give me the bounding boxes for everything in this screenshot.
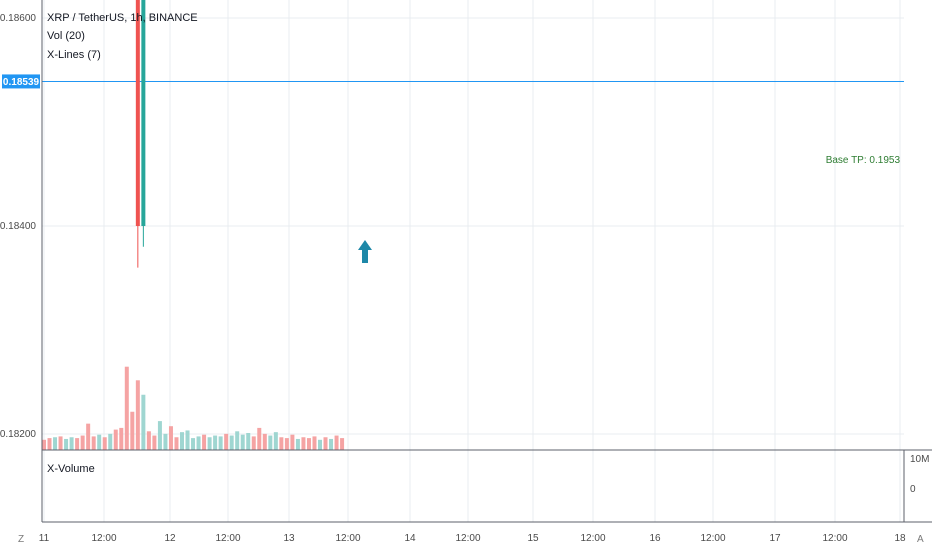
time-tick-label: 12 <box>164 533 176 544</box>
volume-bar <box>191 438 196 450</box>
volume-bar <box>262 433 267 450</box>
volume-bar <box>163 433 168 450</box>
chart-grid <box>42 0 904 522</box>
time-tick-label: 13 <box>283 533 295 544</box>
bottom-left-glyph[interactable]: Z <box>18 534 24 545</box>
volume-bar <box>141 394 146 450</box>
volume-bar <box>306 438 311 450</box>
volume-bar <box>47 438 52 450</box>
time-tick-label: 12:00 <box>91 533 116 544</box>
volume-bar <box>174 437 179 450</box>
volume-bar <box>295 438 300 450</box>
volume-bar <box>69 437 74 450</box>
time-tick-label: 15 <box>527 533 539 544</box>
volume-bar <box>251 436 256 450</box>
volume-bar <box>229 435 234 450</box>
sub-pane-tick-label: 0 <box>910 484 916 495</box>
volume-bar <box>257 427 262 450</box>
volume-bar <box>207 437 212 450</box>
volume-bar <box>91 436 96 450</box>
volume-bar <box>235 431 240 450</box>
volume-bar <box>240 434 245 450</box>
volume-bar <box>58 436 63 450</box>
price-tick-label: 0.18600 <box>0 13 36 24</box>
xlines-indicator-label[interactable]: X-Lines (7) <box>47 49 101 61</box>
volume-bar <box>97 434 102 450</box>
volume-bar <box>284 438 289 450</box>
volume-bar <box>290 434 295 450</box>
volume-bar <box>64 438 69 450</box>
volume-bar <box>180 432 184 450</box>
x-volume-pane-title[interactable]: X-Volume <box>47 463 95 475</box>
volume-bar <box>80 435 85 450</box>
volume-bar <box>268 435 273 450</box>
volume-bar <box>42 439 46 450</box>
volume-bar <box>334 435 339 450</box>
volume-bar <box>168 426 173 450</box>
volume-bar <box>108 433 113 450</box>
time-tick-label: 12:00 <box>455 533 480 544</box>
volume-bar <box>213 435 218 450</box>
volume-bar <box>279 437 284 450</box>
candlesticks <box>135 0 146 268</box>
candle-body <box>141 0 146 226</box>
volume-bar <box>312 436 317 450</box>
volume-bar <box>146 431 151 450</box>
price-tick-label: 0.18400 <box>0 221 36 232</box>
time-tick-label: 14 <box>404 533 416 544</box>
volume-bar <box>86 423 91 450</box>
volume-bars <box>42 366 345 450</box>
volume-bar <box>273 432 278 450</box>
volume-bar <box>75 438 80 450</box>
volume-bar <box>224 433 229 450</box>
volume-bar <box>113 429 118 450</box>
base-tp-annotation: Base TP: 0.1953 <box>826 155 901 166</box>
volume-bar <box>102 437 107 450</box>
time-tick-label: 17 <box>769 533 781 544</box>
volume-bar <box>340 438 345 450</box>
price-axis: 0.202000.200000.198000.196000.194000.192… <box>0 13 36 440</box>
volume-bar <box>124 366 129 450</box>
volume-bar <box>196 436 201 450</box>
volume-bar <box>130 411 135 450</box>
time-tick-label: 12:00 <box>335 533 360 544</box>
candle-body <box>135 0 140 226</box>
volume-bar <box>218 436 223 450</box>
time-tick-label: 11 <box>39 533 50 544</box>
volume-bar <box>135 380 140 450</box>
symbol-title: XRP / TetherUS, 1h, BINANCE <box>47 12 198 24</box>
price-line-labels: 0.201430.195340.194650.193270.191030.190… <box>2 74 40 89</box>
time-tick-label: 12:00 <box>580 533 605 544</box>
volume-bar <box>329 438 334 450</box>
price-line-label[interactable]: 0.18539 <box>3 77 40 88</box>
volume-bar <box>53 437 58 450</box>
volume-bar <box>157 421 162 450</box>
volume-bar <box>246 433 251 450</box>
volume-bar <box>152 435 157 450</box>
bottom-right-glyph[interactable]: A <box>917 534 924 545</box>
time-tick-label: 18 <box>894 533 906 544</box>
time-tick-label: 16 <box>649 533 661 544</box>
volume-bar <box>323 437 328 450</box>
sub-pane-tick-label: 10M <box>910 454 929 465</box>
volume-bar <box>301 437 306 450</box>
price-tick-label: 0.18200 <box>0 429 36 440</box>
horizontal-lines <box>42 80 904 82</box>
volume-bar <box>185 430 190 450</box>
volume-bar <box>202 434 207 450</box>
up-arrow-icon <box>358 240 372 263</box>
price-line-label-bg[interactable] <box>2 74 40 89</box>
time-tick-label: 12:00 <box>215 533 240 544</box>
volume-bar <box>119 427 124 450</box>
time-axis: 11 12:00 12 12:00 13 12:00 14 12:00 15 12:00 16 12:… <box>39 533 906 544</box>
volume-indicator-label[interactable]: Vol (20) <box>47 30 85 42</box>
volume-bar <box>318 439 322 450</box>
sub-pane-axis: 10M 0 <box>910 454 929 495</box>
pane-frames <box>41 0 932 523</box>
time-tick-label: 12:00 <box>700 533 725 544</box>
time-tick-label: 12:00 <box>822 533 847 544</box>
